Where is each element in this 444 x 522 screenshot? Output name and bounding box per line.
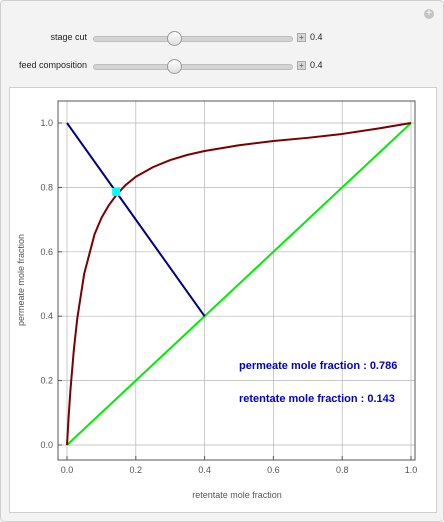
stage-cut-slider-thumb[interactable] bbox=[167, 31, 182, 46]
stage-cut-slider[interactable] bbox=[93, 31, 293, 46]
options-plus-icon[interactable]: + bbox=[424, 9, 434, 19]
retentate-annotation: retentate mole fraction : 0.143 bbox=[239, 393, 395, 405]
stage-cut-label: stage cut bbox=[50, 32, 87, 42]
intersection-point bbox=[112, 187, 121, 196]
feed-composition-label: feed composition bbox=[18, 60, 87, 70]
stage-cut-expand-icon[interactable]: + bbox=[297, 33, 306, 42]
y-axis-label: permeate mole fraction bbox=[16, 234, 26, 326]
plot-area: 0.0 0.2 0.4 0.6 0.8 1.0 0.0 0.2 0.4 0.6 0.8 1.0 ret… bbox=[9, 87, 437, 513]
y-tick-label-5: 1.0 bbox=[40, 118, 53, 128]
y-tick-label-3: 0.6 bbox=[40, 247, 53, 257]
x-axis-label: retentate mole fraction bbox=[192, 490, 282, 500]
operating-line bbox=[66, 122, 206, 317]
plot-frame-border bbox=[57, 100, 416, 461]
stage-cut-value: 0.4 bbox=[310, 32, 323, 42]
feed-composition-slider-thumb[interactable] bbox=[167, 59, 182, 74]
x-tick-label-2: 0.4 bbox=[198, 465, 211, 475]
mole-fraction-chart: 0.0 0.2 0.4 0.6 0.8 1.0 0.0 0.2 0.4 0.6 0.8 1.0 ret… bbox=[16, 100, 418, 500]
feed-composition-value: 0.4 bbox=[310, 60, 323, 70]
x-tick-label-3: 0.6 bbox=[267, 465, 280, 475]
feed-composition-slider[interactable] bbox=[93, 59, 293, 74]
x-tick-label-5: 1.0 bbox=[405, 465, 418, 475]
diagonal-line bbox=[66, 122, 412, 446]
y-tick-label-1: 0.2 bbox=[40, 376, 53, 386]
x-tick-label-1: 0.2 bbox=[130, 465, 143, 475]
feed-composition-expand-icon[interactable]: + bbox=[297, 61, 306, 70]
y-tick-label-4: 0.8 bbox=[40, 182, 53, 192]
x-tick-label-0: 0.0 bbox=[61, 465, 74, 475]
y-tick-label-2: 0.4 bbox=[40, 311, 53, 321]
x-tick-label-4: 0.8 bbox=[336, 465, 349, 475]
equilibrium-curve bbox=[66, 122, 412, 446]
y-tick-label-0: 0.0 bbox=[40, 440, 53, 450]
permeate-annotation: permeate mole fraction : 0.786 bbox=[239, 360, 397, 372]
